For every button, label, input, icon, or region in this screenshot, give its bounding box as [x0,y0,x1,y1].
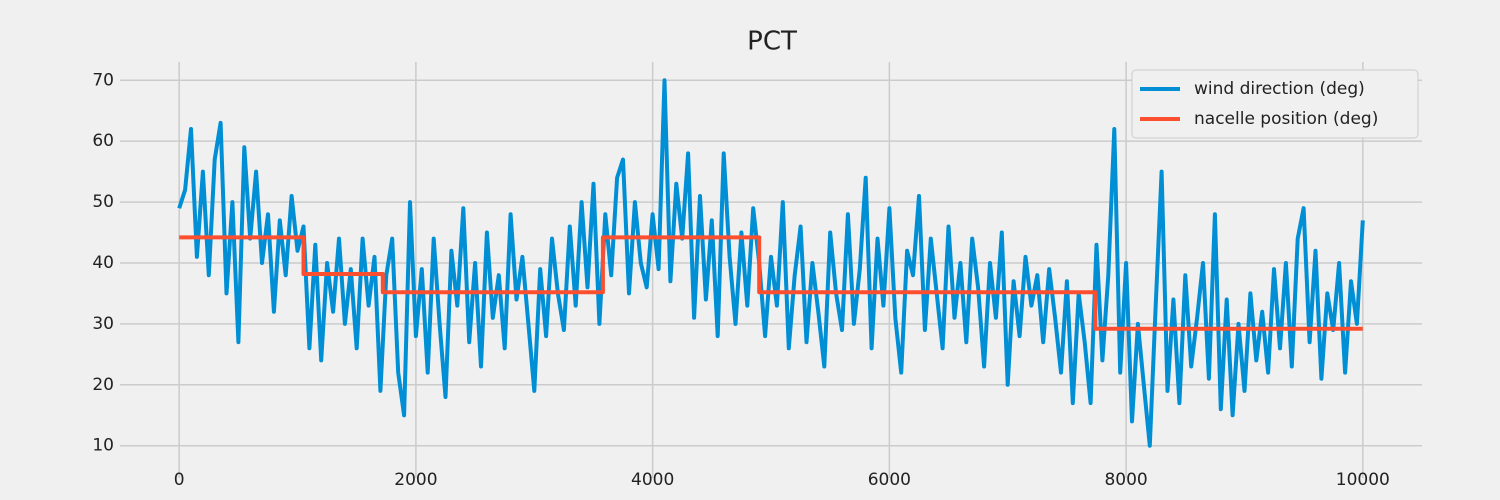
data-line [177,78,1365,448]
y-tick-label: 20 [92,375,114,395]
legend-label: nacelle position (deg) [1194,109,1378,129]
data-line [179,235,1363,331]
x-tick-label: 0 [174,470,185,490]
y-tick-label: 30 [92,314,114,334]
x-tick-label: 8000 [1104,470,1147,490]
legend-box [1131,69,1419,139]
y-tick-label: 10 [92,436,114,456]
y-tick-label: 60 [92,131,114,151]
y-tick-label: 50 [92,192,114,212]
y-tick-label: 40 [92,253,114,273]
x-tick-label: 10000 [1336,470,1390,490]
x-tick-label: 6000 [868,470,911,490]
x-tick-label: 2000 [394,470,437,490]
x-tick-label: 4000 [631,470,674,490]
legend-label: wind direction (deg) [1194,79,1365,99]
chart-title: PCT [747,27,797,57]
y-tick-label: 70 [92,70,114,90]
